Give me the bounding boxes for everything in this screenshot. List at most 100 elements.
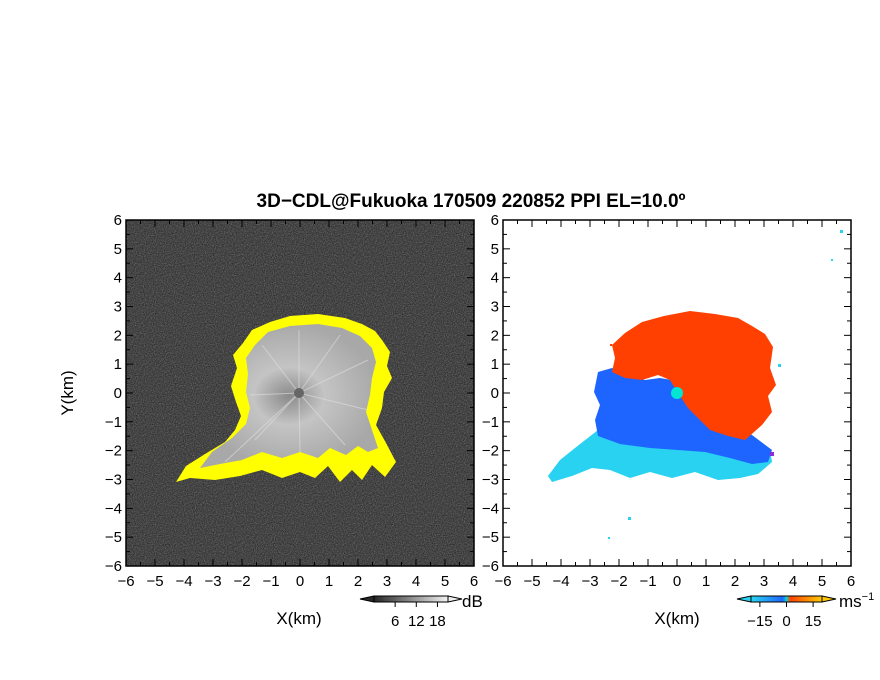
reflectivity-x-tick-label: 2	[354, 573, 362, 590]
velocity-colorbar-segment	[766, 596, 770, 602]
velocity-y-tick-label: 3	[491, 299, 499, 316]
reflectivity-y-tick-label: −4	[105, 500, 122, 517]
reflectivity-colorbar-segment	[403, 596, 406, 602]
radar-site-marker-left	[294, 388, 304, 398]
reflectivity-y-tick-label: 1	[114, 356, 122, 373]
reflectivity-colorbar-segment	[398, 596, 401, 602]
reflectivity-colorbar-segment	[414, 596, 417, 602]
velocity-unit-base: ms	[839, 592, 862, 611]
velocity-colorbar-segment	[806, 596, 809, 602]
velocity-y-tick-label: 0	[491, 385, 499, 402]
velocity-colorbar-segment	[784, 596, 787, 602]
reflectivity-colorbar-segment	[422, 596, 425, 602]
velocity-y-tick-label: −5	[482, 529, 499, 546]
reflectivity-colorbar-segment	[416, 596, 419, 602]
velocity-colorbar-segment	[818, 596, 821, 602]
reflectivity-y-tick-label: −6	[105, 558, 122, 575]
velocity-x-tick-label: −6	[494, 573, 511, 590]
velocity-x-tick-label: −5	[523, 573, 540, 590]
velocity-x-tick-label: 1	[702, 573, 710, 590]
reflectivity-x-tick-label: −1	[262, 573, 279, 590]
reflectivity-y-tick-label: 3	[114, 299, 122, 316]
velocity-colorbar-segment	[811, 596, 814, 602]
reflectivity-colorbar-segment	[385, 596, 388, 602]
velocity-colorbar-segment	[795, 596, 798, 602]
velocity-colorbar-segment	[781, 596, 784, 602]
reflectivity-colorbar-segment	[377, 596, 380, 602]
velocity-colorbar-tick-label: −15	[747, 613, 772, 630]
velocity-colorbar-segment	[775, 596, 778, 602]
x-axis-label-left: X(km)	[276, 609, 321, 628]
reflectivity-colorbar-segment	[440, 596, 443, 602]
velocity-y-tick-label: 4	[491, 270, 499, 287]
velocity-colorbar-segment	[791, 596, 794, 602]
velocity-y-tick-label: 1	[491, 356, 499, 373]
reflectivity-colorbar-tick-label: 12	[408, 613, 425, 630]
velocity-colorbar-segment	[816, 596, 819, 602]
reflectivity-colorbar-segment	[394, 596, 397, 602]
reflectivity-colorbar-segment	[412, 596, 415, 602]
velocity-y-tick-label: 5	[491, 241, 499, 258]
reflectivity-x-tick-label: −4	[175, 573, 192, 590]
chart-title: 3D−CDL@Fukuoka 170509 220852 PPI EL=10.0…	[257, 191, 686, 212]
reflectivity-colorbar-segment	[375, 596, 378, 602]
velocity-y-tick-label: 6	[491, 212, 499, 229]
reflectivity-y-tick-label: −5	[105, 529, 122, 546]
velocity-colorbar-segment	[804, 596, 807, 602]
reflectivity-y-tick-label: −2	[105, 443, 122, 460]
velocity-colorbar-segment	[807, 596, 810, 602]
velocity-colorbar-segment	[751, 596, 754, 602]
reflectivity-colorbar-segment	[399, 596, 403, 602]
reflectivity-x-tick-label: 1	[325, 573, 333, 590]
reflectivity-colorbar-segment	[442, 596, 445, 602]
reflectivity-colorbar-segment	[431, 596, 434, 602]
velocity-colorbar-over-arrow	[821, 595, 837, 603]
velocity-colorbar-segment	[761, 596, 764, 602]
velocity-colorbar-segment	[772, 596, 775, 602]
reflectivity-colorbar-segment	[390, 596, 393, 602]
velocity-speckles	[608, 230, 843, 539]
velocity-colorbar-segment	[798, 596, 801, 602]
velocity-colorbar-segment	[759, 596, 762, 602]
reflectivity-x-tick-label: 0	[296, 573, 304, 590]
velocity-y-tick-label: −1	[482, 414, 499, 431]
velocity-colorbar: −15 0 15	[736, 595, 837, 630]
velocity-colorbar-segment	[813, 596, 816, 602]
velocity-colorbar-segment	[754, 596, 757, 602]
reflectivity-colorbar-segment	[396, 596, 399, 602]
velocity-y-tick-label: −4	[482, 500, 499, 517]
reflectivity-y-tick-label: −1	[105, 414, 122, 431]
velocity-y-tick-label: −3	[482, 472, 499, 489]
velocity-x-tick-label: −1	[639, 573, 656, 590]
velocity-colorbar-segment	[770, 596, 773, 602]
velocity-colorbar-segment	[786, 596, 789, 602]
velocity-colorbar-tick-label: 0	[782, 613, 790, 630]
velocity-x-tick-label: −2	[610, 573, 627, 590]
velocity-colorbar-segment	[774, 596, 777, 602]
x-axis-label-right: X(km)	[654, 609, 699, 628]
reflectivity-x-tick-label: 6	[470, 573, 478, 590]
reflectivity-colorbar-segment	[444, 596, 447, 602]
reflectivity-colorbar-segment	[436, 596, 440, 602]
velocity-colorbar-segment	[820, 596, 823, 602]
velocity-colorbar-segment	[788, 596, 791, 602]
velocity-x-tick-label: 5	[818, 573, 826, 590]
velocity-colorbar-segment	[763, 596, 766, 602]
velocity-ticks: −6 −5 −4 −3 −2 −1 0 1 2 3 4 5 6 −6 −5 −4 −3 −2 −1 0 1 2 3 4 5 6	[482, 212, 855, 590]
velocity-colorbar-unit: ms−1	[839, 591, 874, 611]
reflectivity-y-tick-label: −3	[105, 472, 122, 489]
velocity-colorbar-segment	[756, 596, 759, 602]
reflectivity-colorbar-segment	[435, 596, 438, 602]
reflectivity-colorbar-under-arrow	[359, 595, 375, 603]
reflectivity-colorbar-segment	[407, 596, 410, 602]
reflectivity-x-tick-label: 5	[441, 573, 449, 590]
reflectivity-colorbar-segment	[379, 596, 382, 602]
reflectivity-colorbar: 6 12 18	[359, 595, 463, 630]
velocity-y-tick-label: 2	[491, 327, 499, 344]
reflectivity-x-tick-label: −2	[233, 573, 250, 590]
velocity-colorbar-segment	[758, 596, 761, 602]
velocity-colorbar-segment	[752, 596, 755, 602]
velocity-colorbar-tick-label: 15	[805, 613, 822, 630]
